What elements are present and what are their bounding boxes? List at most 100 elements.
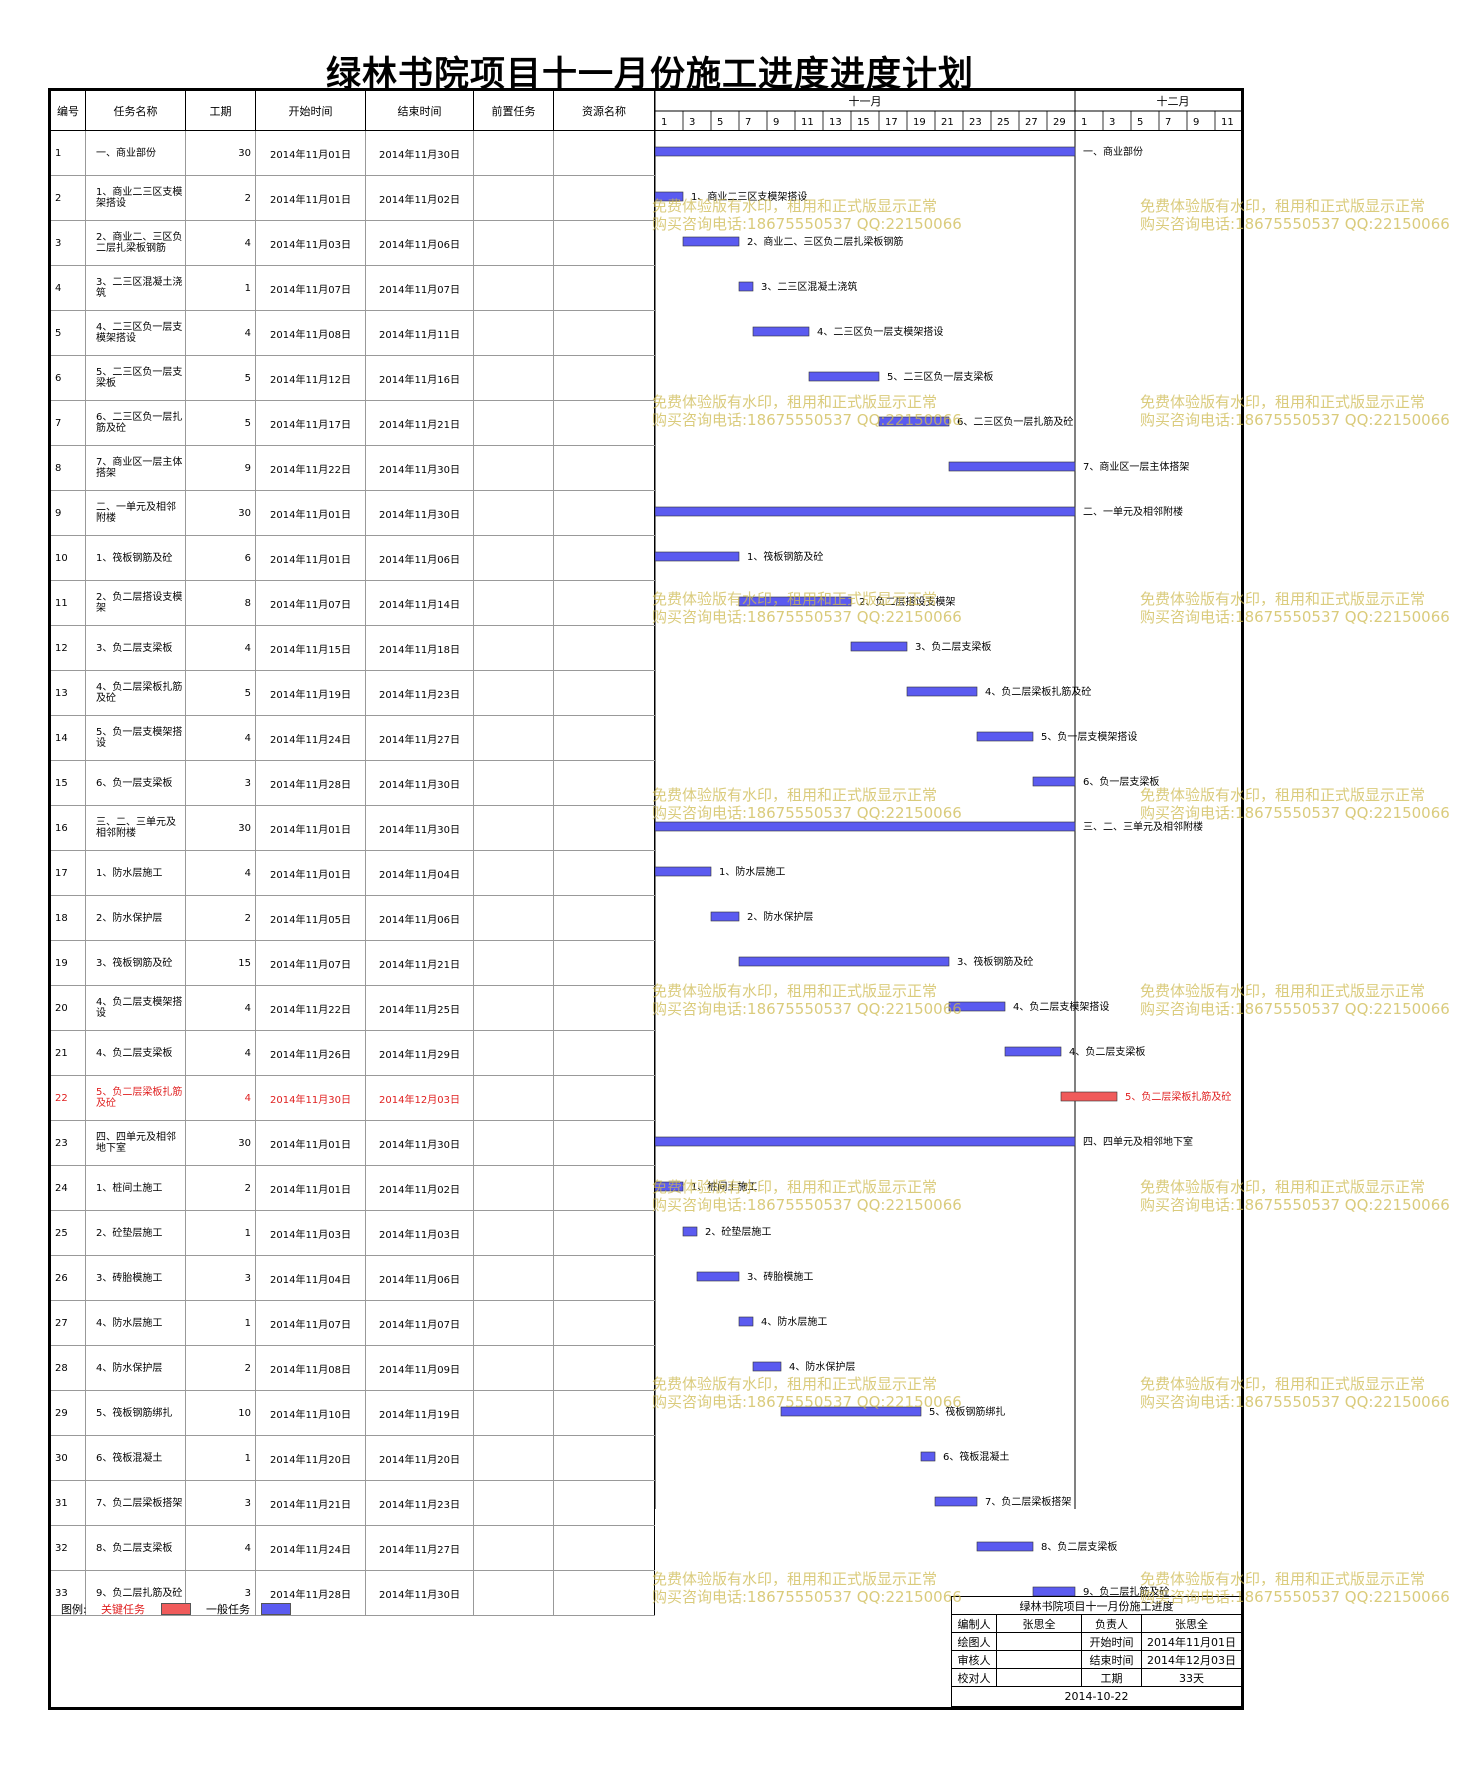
gantt-bar	[1004, 1046, 1062, 1057]
task-duration: 30	[186, 1121, 256, 1165]
task-end: 2014年11月06日	[366, 536, 474, 580]
task-pred	[474, 446, 554, 490]
task-res	[554, 131, 655, 175]
task-name: 三、二、三单元及相邻附楼	[86, 806, 186, 850]
task-duration: 8	[186, 581, 256, 625]
task-id: 8	[51, 446, 86, 490]
task-res	[554, 716, 655, 760]
task-end: 2014年11月30日	[366, 1121, 474, 1165]
task-id: 20	[51, 986, 86, 1030]
task-start: 2014年11月08日	[256, 311, 366, 355]
watermark-line1: 免费体验版有水印，租用和正式版显示正常	[1140, 982, 1426, 1000]
gantt-bar	[934, 1496, 978, 1507]
gantt-bar	[752, 326, 810, 337]
task-id: 25	[51, 1211, 86, 1255]
gantt-bar	[682, 236, 740, 247]
watermark-line2: 购买咨询电话:18675550537 QQ:22150066	[1140, 215, 1450, 233]
gantt-bar	[1032, 776, 1076, 787]
task-end: 2014年11月30日	[366, 761, 474, 805]
task-duration: 4	[186, 626, 256, 670]
task-end: 2014年11月06日	[366, 1256, 474, 1300]
watermark: 免费体验版有水印，租用和正式版显示正常 购买咨询电话:18675550537 QQ…	[652, 1375, 962, 1411]
bar-label: 1、商业二三区支模架搭设	[691, 190, 807, 203]
task-start: 2014年11月12日	[256, 356, 366, 400]
table-row: 21 4、负二层支梁板 4 2014年11月26日 2014年11月29日	[51, 1031, 655, 1076]
task-pred	[474, 806, 554, 850]
tick-label: 5	[717, 117, 723, 128]
gantt-bar	[655, 1181, 684, 1192]
task-pred	[474, 1076, 554, 1120]
gantt-bar	[655, 821, 1076, 832]
task-res	[554, 1121, 655, 1165]
task-pred	[474, 581, 554, 625]
watermark-line2: 购买咨询电话:18675550537 QQ:22150066	[652, 1588, 962, 1606]
task-start: 2014年11月20日	[256, 1436, 366, 1480]
task-id: 5	[51, 311, 86, 355]
month-label-dec: 十二月	[1157, 94, 1190, 108]
task-id: 9	[51, 491, 86, 535]
task-name: 7、商业区一层主体搭架	[86, 446, 186, 490]
gantt-bar	[655, 146, 1076, 157]
task-duration: 2	[186, 1166, 256, 1210]
header-name: 任务名称	[86, 91, 186, 131]
task-res	[554, 671, 655, 715]
task-res	[554, 1166, 655, 1210]
task-end: 2014年11月30日	[366, 446, 474, 490]
task-id: 33	[51, 1571, 86, 1615]
task-id: 29	[51, 1391, 86, 1435]
table-row: 13 4、负二层梁板扎筋及砼 5 2014年11月19日 2014年11月23日	[51, 671, 655, 716]
table-row: 3 2、商业二、三区负二层扎梁板钢筋 4 2014年11月03日 2014年11月06日	[51, 221, 655, 266]
task-id: 10	[51, 536, 86, 580]
task-end: 2014年11月11日	[366, 311, 474, 355]
tb-owner-label: 负责人	[1082, 1615, 1142, 1633]
table-row: 17 1、防水层施工 4 2014年11月01日 2014年11月04日	[51, 851, 655, 896]
task-res	[554, 806, 655, 850]
bar-label: 7、商业区一层主体搭架	[1083, 460, 1189, 473]
bar-label: 6、负一层支梁板	[1083, 775, 1159, 788]
watermark-line1: 免费体验版有水印，租用和正式版显示正常	[1140, 1375, 1426, 1393]
watermark: 免费体验版有水印，租用和正式版显示正常 购买咨询电话:18675550537 QQ…	[652, 590, 962, 626]
watermark-line2: 购买咨询电话:18675550537 QQ:22150066	[1140, 1588, 1450, 1606]
tick-label: 3	[689, 117, 695, 128]
task-start: 2014年11月04日	[256, 1256, 366, 1300]
table-row: 25 2、砼垫层施工 1 2014年11月03日 2014年11月03日	[51, 1211, 655, 1256]
task-res	[554, 536, 655, 580]
task-id: 11	[51, 581, 86, 625]
task-id: 13	[51, 671, 86, 715]
watermark-line1: 免费体验版有水印，租用和正式版显示正常	[1140, 590, 1426, 608]
watermark-line1: 免费体验版有水印，租用和正式版显示正常	[652, 1375, 938, 1393]
table-row: 4 3、二三区混凝土浇筑 1 2014年11月07日 2014年11月07日	[51, 266, 655, 311]
table-row: 32 8、负二层支梁板 4 2014年11月24日 2014年11月27日	[51, 1526, 655, 1571]
task-id: 2	[51, 176, 86, 220]
task-duration: 30	[186, 491, 256, 535]
task-res	[554, 356, 655, 400]
task-res	[554, 1031, 655, 1075]
task-pred	[474, 356, 554, 400]
watermark-line2: 购买咨询电话:18675550537 QQ:22150066	[652, 1196, 962, 1214]
watermark-line2: 购买咨询电话:18675550537 QQ:22150066	[1140, 608, 1450, 626]
task-id: 1	[51, 131, 86, 175]
task-duration: 30	[186, 806, 256, 850]
task-end: 2014年11月03日	[366, 1211, 474, 1255]
task-id: 21	[51, 1031, 86, 1075]
task-pred	[474, 1481, 554, 1525]
task-res	[554, 986, 655, 1030]
table-row: 20 4、负二层支模架搭设 4 2014年11月22日 2014年11月25日	[51, 986, 655, 1031]
task-res	[554, 1076, 655, 1120]
watermark-line1: 免费体验版有水印，租用和正式版显示正常	[652, 590, 938, 608]
task-duration: 4	[186, 986, 256, 1030]
task-start: 2014年11月24日	[256, 716, 366, 760]
tb-editor-label: 编制人	[952, 1615, 997, 1633]
task-res	[554, 626, 655, 670]
task-start: 2014年11月22日	[256, 446, 366, 490]
bar-label: 4、防水保护层	[789, 1360, 855, 1373]
task-res	[554, 1436, 655, 1480]
task-name: 1、防水层施工	[86, 851, 186, 895]
watermark: 免费体验版有水印，租用和正式版显示正常 购买咨询电话:18675550537 QQ…	[652, 1178, 962, 1214]
task-end: 2014年11月07日	[366, 266, 474, 310]
tick-label: 7	[1165, 117, 1171, 128]
task-end: 2014年11月06日	[366, 896, 474, 940]
tb-end: 2014年12月03日	[1142, 1651, 1242, 1669]
header-pred: 前置任务	[474, 91, 554, 131]
task-pred	[474, 941, 554, 985]
